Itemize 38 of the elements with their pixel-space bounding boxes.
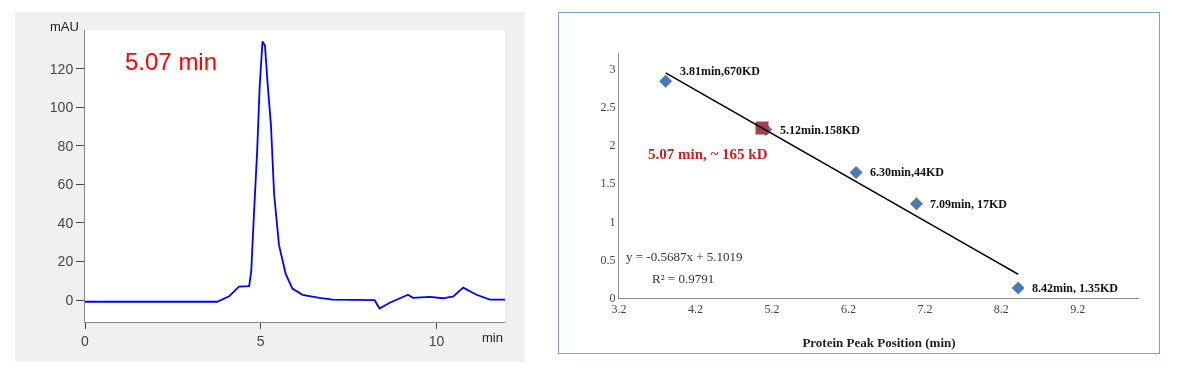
x-axis-title: min bbox=[482, 330, 503, 345]
y-tick-label: 100 bbox=[49, 99, 74, 116]
x-tick-label: 6.2 bbox=[840, 302, 856, 317]
y-tick-label: 60 bbox=[57, 176, 74, 193]
annotation: 8.42min, 1.35KD bbox=[1032, 281, 1119, 295]
annotation: 7.09min, 17KD bbox=[930, 197, 1008, 211]
point bbox=[909, 197, 923, 211]
y-tick-label: 120 bbox=[49, 60, 74, 77]
x-tick-label: 8.2 bbox=[993, 302, 1009, 317]
y-tick-label: 3 bbox=[609, 61, 616, 76]
x-tick-label: 10 bbox=[428, 332, 445, 349]
y-axis-title: mAU bbox=[50, 19, 79, 34]
x-tick-label: 5.2 bbox=[764, 302, 780, 317]
annotation: 3.81min,670KD bbox=[680, 64, 761, 78]
x-tick-label: 5 bbox=[256, 332, 265, 349]
y-tick-label: 2.5 bbox=[600, 99, 616, 114]
x-tick-label: 4.2 bbox=[687, 302, 703, 317]
y-tick-label: 0.5 bbox=[600, 252, 616, 267]
y-tick-label: 20 bbox=[57, 253, 74, 270]
y-tick-label: 40 bbox=[57, 214, 74, 231]
x-tick-label: 0 bbox=[81, 332, 90, 349]
point bbox=[849, 165, 863, 179]
annotation: 6.30min,44KD bbox=[870, 165, 945, 179]
annotation: y = -0.5687x + 5.1019 bbox=[626, 249, 743, 264]
x-tick-label: 9.2 bbox=[1070, 302, 1086, 317]
annotation: 5.07 min, ~ 165 kD bbox=[648, 146, 768, 162]
y-tick-label: 80 bbox=[57, 137, 74, 154]
y-tick-label: 2 bbox=[609, 138, 616, 153]
line-series bbox=[85, 40, 505, 310]
x-axis-title: Protein Peak Position (min) bbox=[802, 335, 956, 350]
annotation: R² = 0.9791 bbox=[652, 271, 715, 286]
y-tick-label: 1 bbox=[609, 214, 616, 229]
y-tick-label: 1.5 bbox=[600, 176, 616, 191]
annotation: 5.12min.158KD bbox=[780, 123, 861, 137]
x-tick-label: 7.2 bbox=[917, 302, 933, 317]
point bbox=[659, 74, 673, 88]
annotation: 5.07 min bbox=[125, 48, 218, 75]
point bbox=[1011, 281, 1025, 295]
